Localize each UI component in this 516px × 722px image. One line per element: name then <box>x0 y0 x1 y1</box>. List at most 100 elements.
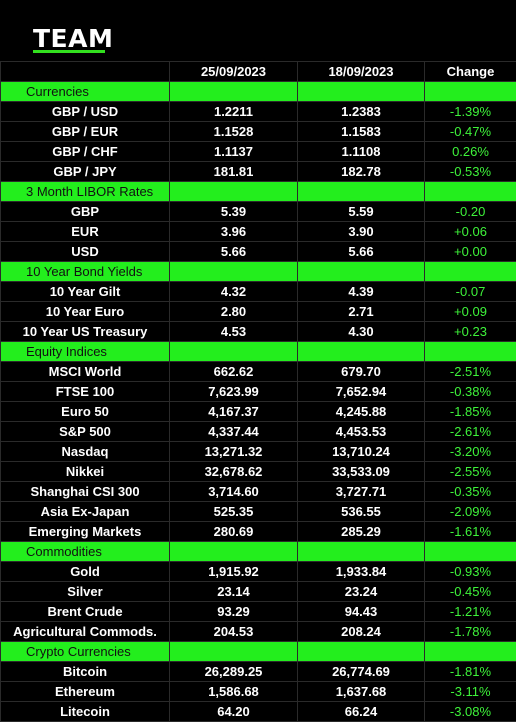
value-previous: 3.90 <box>298 222 425 242</box>
section-blank-cell <box>170 82 298 102</box>
section-blank-cell <box>170 542 298 562</box>
value-previous: 1,933.84 <box>298 562 425 582</box>
value-previous: 23.24 <box>298 582 425 602</box>
logo-underline <box>33 50 105 53</box>
row-label: GBP / USD <box>1 102 170 122</box>
change-value: -1.39% <box>425 102 516 122</box>
value-current: 1.1137 <box>170 142 298 162</box>
change-value: -1.85% <box>425 402 516 422</box>
change-value: -2.09% <box>425 502 516 522</box>
value-previous: 13,710.24 <box>298 442 425 462</box>
section-blank-cell <box>425 262 516 282</box>
value-current: 13,271.32 <box>170 442 298 462</box>
change-value: -1.61% <box>425 522 516 542</box>
change-value: -1.21% <box>425 602 516 622</box>
value-previous: 536.55 <box>298 502 425 522</box>
value-previous: 182.78 <box>298 162 425 182</box>
change-value: -0.93% <box>425 562 516 582</box>
value-previous: 33,533.09 <box>298 462 425 482</box>
value-previous: 4,453.53 <box>298 422 425 442</box>
value-current: 26,289.25 <box>170 662 298 682</box>
row-label: Gold <box>1 562 170 582</box>
section-blank-cell <box>170 262 298 282</box>
header-change: Change <box>425 62 516 82</box>
value-current: 32,678.62 <box>170 462 298 482</box>
value-current: 280.69 <box>170 522 298 542</box>
header-date2: 18/09/2023 <box>298 62 425 82</box>
section-header-row: 3 Month LIBOR Rates <box>1 182 516 202</box>
row-label: Euro 50 <box>1 402 170 422</box>
value-current: 1.2211 <box>170 102 298 122</box>
value-current: 4.53 <box>170 322 298 342</box>
change-value: -0.20 <box>425 202 516 222</box>
row-label: GBP / EUR <box>1 122 170 142</box>
change-value: -1.78% <box>425 622 516 642</box>
value-previous: 1.1108 <box>298 142 425 162</box>
change-value: +0.23 <box>425 322 516 342</box>
change-value: -2.61% <box>425 422 516 442</box>
header-date1: 25/09/2023 <box>170 62 298 82</box>
value-current: 3,714.60 <box>170 482 298 502</box>
row-label: Bitcoin <box>1 662 170 682</box>
section-title: Crypto Currencies <box>1 642 170 662</box>
row-label: Ethereum <box>1 682 170 702</box>
row-label: GBP <box>1 202 170 222</box>
value-previous: 1.2383 <box>298 102 425 122</box>
value-current: 525.35 <box>170 502 298 522</box>
section-header-row: Equity Indices <box>1 342 516 362</box>
change-value: 0.26% <box>425 142 516 162</box>
row-label: Silver <box>1 582 170 602</box>
row-label: 10 Year US Treasury <box>1 322 170 342</box>
value-current: 1,586.68 <box>170 682 298 702</box>
change-value: +0.06 <box>425 222 516 242</box>
change-value: -3.11% <box>425 682 516 702</box>
value-previous: 5.59 <box>298 202 425 222</box>
section-blank-cell <box>298 262 425 282</box>
section-blank-cell <box>298 82 425 102</box>
section-title: 10 Year Bond Yields <box>1 262 170 282</box>
row-label: Brent Crude <box>1 602 170 622</box>
value-previous: 4.39 <box>298 282 425 302</box>
section-blank-cell <box>425 542 516 562</box>
section-header-row: Currencies <box>1 82 516 102</box>
header-row: 25/09/2023 18/09/2023 Change <box>1 62 516 82</box>
row-label: Nasdaq <box>1 442 170 462</box>
value-current: 7,623.99 <box>170 382 298 402</box>
value-previous: 4,245.88 <box>298 402 425 422</box>
value-current: 93.29 <box>170 602 298 622</box>
value-previous: 94.43 <box>298 602 425 622</box>
value-current: 662.62 <box>170 362 298 382</box>
value-current: 4,337.44 <box>170 422 298 442</box>
value-previous: 4.30 <box>298 322 425 342</box>
value-previous: 3,727.71 <box>298 482 425 502</box>
value-current: 1.1528 <box>170 122 298 142</box>
value-current: 5.66 <box>170 242 298 262</box>
section-blank-cell <box>298 342 425 362</box>
value-previous: 679.70 <box>298 362 425 382</box>
row-label: 10 Year Gilt <box>1 282 170 302</box>
row-label: GBP / JPY <box>1 162 170 182</box>
team-logo: TEAM <box>33 27 123 57</box>
value-previous: 5.66 <box>298 242 425 262</box>
change-value: +0.09 <box>425 302 516 322</box>
value-current: 2.80 <box>170 302 298 322</box>
